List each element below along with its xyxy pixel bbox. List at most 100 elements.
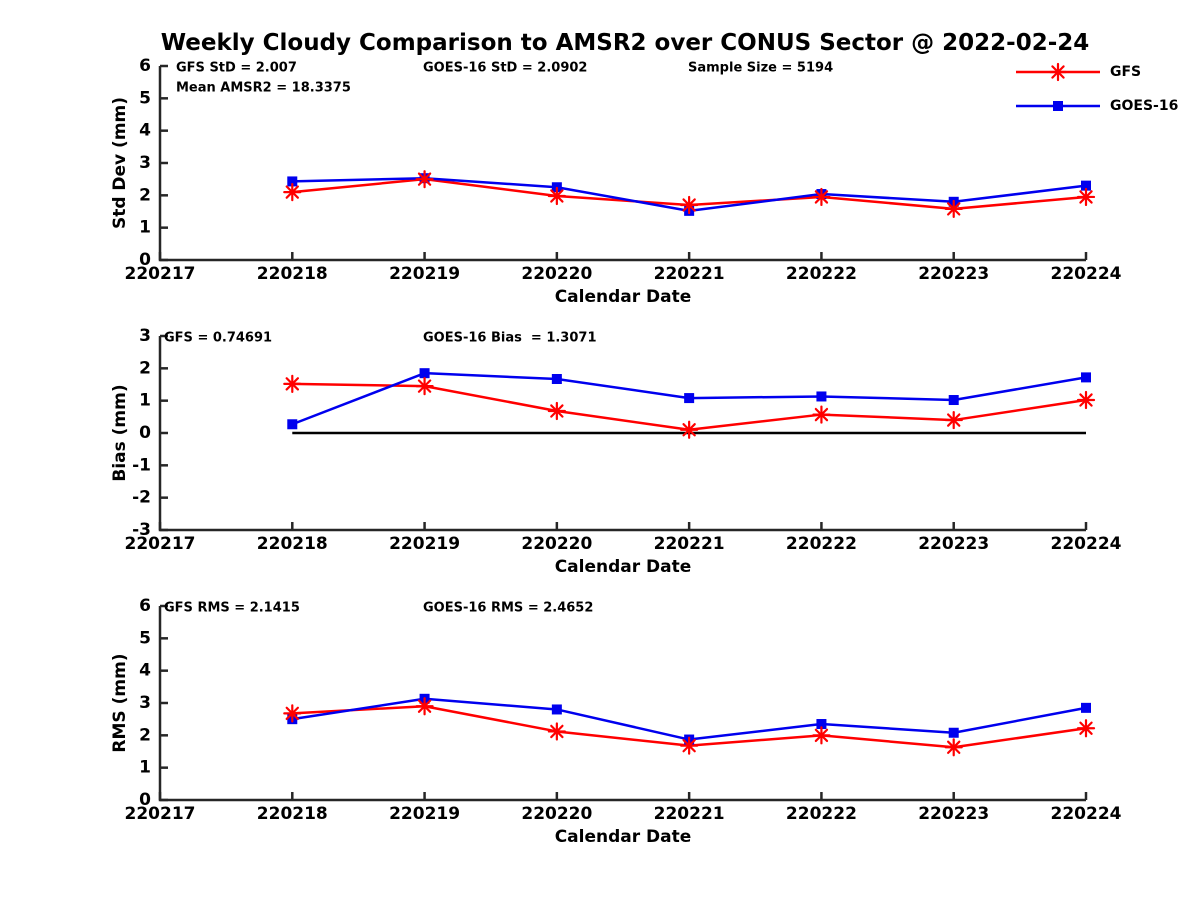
rms-plot: 0 1 2 3 4 5 6 220217 220218 220219 220220 220221 220… <box>125 596 1122 824</box>
annotation: Sample Size = 5194 <box>688 61 833 76</box>
legend-sample-marker <box>1053 101 1063 111</box>
x-axis-label-rms: Calendar Date <box>554 827 692 847</box>
y-tick-label: 6 <box>139 56 151 76</box>
y-tick-label: 5 <box>139 628 151 648</box>
y-tick-label: 2 <box>139 185 151 205</box>
square-marker-goes-16 <box>419 368 430 379</box>
x-tick-label: 220224 <box>1051 804 1122 824</box>
asterisk-marker-gfs <box>547 722 566 741</box>
annotation: GFS RMS = 2.1415 <box>164 601 300 616</box>
asterisk-marker-gfs <box>680 195 699 215</box>
asterisk-marker-gfs <box>1076 187 1096 207</box>
x-tick-label: 220220 <box>521 264 592 284</box>
annotation: GOES-16 StD = 2.0902 <box>423 61 587 76</box>
legend-item-gfs: GFS <box>1014 62 1178 82</box>
x-tick-label: 220221 <box>654 534 725 554</box>
asterisk-marker-gfs <box>1076 719 1096 738</box>
y-tick-label: 1 <box>139 758 151 778</box>
x-axis-label-stddev: Calendar Date <box>554 287 692 307</box>
y-tick-label: 0 <box>139 790 151 810</box>
square-marker-goes-16 <box>684 393 695 404</box>
asterisk-marker-gfs <box>680 420 699 439</box>
y-tick-label: -2 <box>132 488 151 508</box>
x-tick-label: 220223 <box>918 534 989 554</box>
x-tick-label: 220223 <box>918 804 989 824</box>
legend-sample-marker <box>1048 62 1068 82</box>
square-marker-goes-16 <box>1081 372 1091 383</box>
x-axis-label-bias: Calendar Date <box>554 557 692 577</box>
y-tick-label: 1 <box>139 218 151 238</box>
x-tick-label: 220219 <box>389 264 460 284</box>
y-tick-label: 4 <box>139 661 151 681</box>
x-tick-label: 220222 <box>786 534 857 554</box>
y-tick-label: 6 <box>139 596 151 616</box>
x-tick-label: 220217 <box>125 264 196 284</box>
asterisk-marker-gfs <box>944 738 963 757</box>
y-tick-label: 3 <box>139 153 151 173</box>
asterisk-marker-gfs <box>283 374 302 393</box>
square-marker-goes-16 <box>816 719 827 730</box>
square-marker-goes-16 <box>287 176 298 187</box>
x-tick-label: 220220 <box>521 534 592 554</box>
square-marker-goes-16 <box>948 727 959 738</box>
y-tick-label: 3 <box>139 326 151 346</box>
x-tick-label: 220223 <box>918 264 989 284</box>
asterisk-marker-gfs <box>547 401 566 421</box>
bias-plot: -3 -2 -1 0 1 2 3 220217 220218 220219 220220 220221… <box>125 326 1122 554</box>
x-tick-label: 220217 <box>125 804 196 824</box>
asterisk-marker-gfs <box>680 736 699 755</box>
asterisk-marker-gfs <box>415 170 434 189</box>
y-tick-label: 4 <box>139 121 151 141</box>
square-marker-goes-16 <box>816 391 827 402</box>
square-marker-goes-16 <box>1081 180 1091 191</box>
square-marker-goes-16 <box>948 395 959 406</box>
asterisk-marker-gfs <box>1076 390 1096 410</box>
x-tick-label: 220220 <box>521 804 592 824</box>
annotation: GFS = 0.74691 <box>164 331 272 346</box>
x-tick-label: 220217 <box>125 534 196 554</box>
legend-item-goes16: GOES-16 <box>1014 96 1178 116</box>
x-tick-label: 220218 <box>257 804 328 824</box>
asterisk-marker-gfs <box>812 187 831 207</box>
x-tick-label: 220219 <box>389 534 460 554</box>
y-tick-label: 1 <box>139 391 151 411</box>
x-tick-label: 220222 <box>786 264 857 284</box>
asterisk-marker-gfs <box>944 199 963 219</box>
x-tick-label: 220222 <box>786 804 857 824</box>
asterisk-marker-gfs <box>283 183 302 202</box>
y-tick-label: 3 <box>139 693 151 713</box>
x-tick-label: 220221 <box>654 264 725 284</box>
x-tick-label: 220219 <box>389 804 460 824</box>
y-tick-label: 2 <box>139 358 151 378</box>
x-tick-label: 220224 <box>1051 264 1122 284</box>
asterisk-marker-gfs <box>415 377 434 396</box>
legend-label-gfs: GFS <box>1110 64 1142 80</box>
asterisk-marker-gfs <box>415 697 434 716</box>
square-marker-goes-16 <box>287 419 298 430</box>
asterisk-marker-gfs <box>812 405 831 424</box>
x-tick-label: 220224 <box>1051 534 1122 554</box>
asterisk-marker-gfs <box>812 726 831 745</box>
x-tick-label: 220218 <box>257 264 328 284</box>
square-marker-goes-16 <box>1081 702 1091 713</box>
gfs-line-sample-icon <box>1016 62 1100 82</box>
square-marker-goes-16 <box>551 374 562 385</box>
y-tick-label: -1 <box>132 455 151 475</box>
stddev-plot: 0 1 2 3 4 5 6 220217 220218 220219 220220 220221 220… <box>125 56 1122 284</box>
annotation: GOES-16 RMS = 2.4652 <box>423 601 593 616</box>
y-tick-label: 5 <box>139 88 151 108</box>
axis-spine <box>158 606 1086 802</box>
asterisk-marker-gfs <box>283 704 302 723</box>
x-tick-label: 220221 <box>654 804 725 824</box>
annotation: GFS StD = 2.007 <box>176 61 297 76</box>
legend-label-goes16: GOES-16 <box>1110 98 1179 114</box>
annotation: Mean AMSR2 = 18.3375 <box>176 81 351 96</box>
y-tick-label: 0 <box>139 250 151 270</box>
annotation: GOES-16 Bias = 1.3071 <box>423 331 597 346</box>
chart-title: Weekly Cloudy Comparison to AMSR2 over C… <box>160 30 1090 56</box>
goes16-line-sample-icon <box>1016 101 1100 111</box>
asterisk-marker-gfs <box>547 186 566 206</box>
square-marker-goes-16 <box>551 704 562 715</box>
x-tick-label: 220218 <box>257 534 328 554</box>
